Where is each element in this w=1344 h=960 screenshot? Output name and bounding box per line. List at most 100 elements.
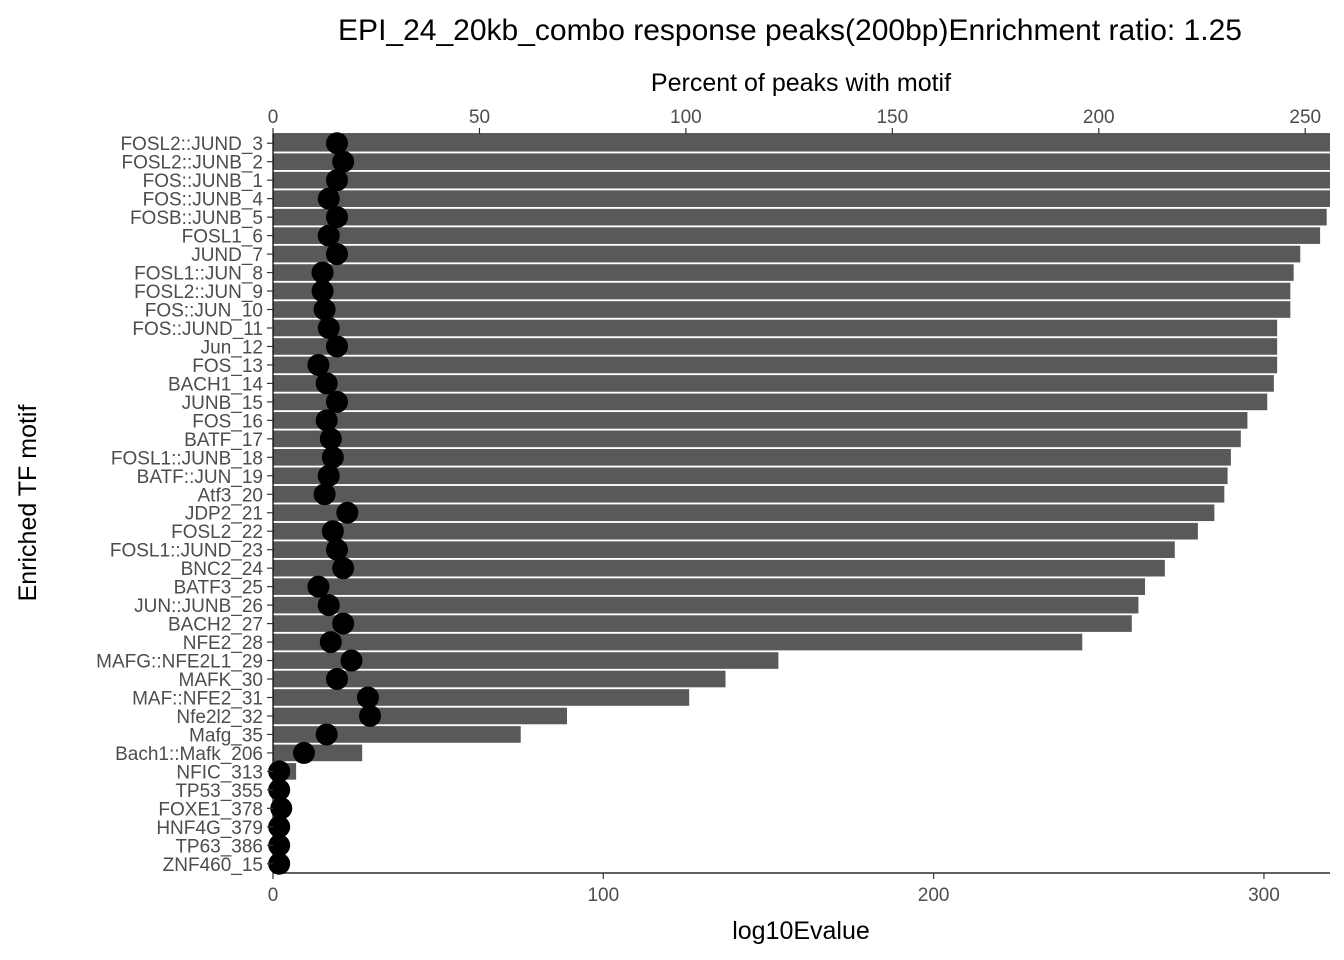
data-point bbox=[325, 243, 348, 266]
bar bbox=[273, 264, 1294, 281]
data-point bbox=[315, 409, 338, 432]
y-tick-label: FOS_13 bbox=[192, 356, 263, 377]
y-tick-label: TP53_355 bbox=[175, 781, 263, 802]
y-tick-label: ZNF460_15 bbox=[163, 855, 263, 876]
data-point bbox=[315, 723, 338, 746]
data-point bbox=[336, 501, 359, 524]
data-point bbox=[307, 353, 330, 376]
data-point bbox=[292, 741, 315, 764]
bar bbox=[273, 615, 1132, 632]
data-point bbox=[332, 612, 355, 635]
bar bbox=[273, 153, 1330, 171]
bar bbox=[273, 393, 1268, 411]
y-tick-label: MAFG::NFE2L1_29 bbox=[96, 652, 263, 673]
bar bbox=[273, 375, 1274, 392]
bottom-axis-title: log10Evalue bbox=[732, 917, 870, 945]
y-tick-label: MAFK_30 bbox=[179, 670, 263, 691]
x2-tick-label: 150 bbox=[876, 107, 908, 128]
y-tick-label: FOSL2::JUNB_2 bbox=[122, 153, 264, 174]
y-tick-label: MAF::NFE2_31 bbox=[132, 688, 263, 709]
y-tick-label: FOSL1_6 bbox=[182, 227, 263, 248]
y-tick-label: FOS::JUND_11 bbox=[132, 319, 263, 340]
data-point bbox=[268, 834, 291, 857]
y-tick-label: JDP2_21 bbox=[185, 504, 263, 525]
y-tick-label: BACH1_14 bbox=[168, 374, 263, 395]
y-tick-label: BACH2_27 bbox=[168, 615, 263, 636]
data-point bbox=[332, 150, 355, 173]
data-point bbox=[340, 649, 363, 672]
bar bbox=[273, 245, 1301, 263]
data-point bbox=[325, 335, 348, 358]
y-tick-label: FOSL1::JUN_8 bbox=[134, 264, 263, 285]
x2-tick-label: 50 bbox=[469, 107, 490, 128]
y-tick-label: FOSL1::JUNB_18 bbox=[111, 448, 263, 469]
y-tick-label: Nfe2l2_32 bbox=[176, 707, 263, 728]
data-point bbox=[313, 298, 336, 321]
x2-tick-label: 0 bbox=[268, 107, 279, 128]
data-point bbox=[332, 557, 355, 580]
y-tick-label: FOS::JUNB_4 bbox=[143, 190, 264, 211]
bar bbox=[273, 707, 567, 725]
x2-tick-label: 200 bbox=[1083, 107, 1115, 128]
data-point bbox=[359, 704, 382, 727]
y-tick-label: FOXE1_378 bbox=[158, 799, 263, 820]
y-tick-label: FOS_16 bbox=[192, 411, 263, 432]
y-tick-label: FOSB::JUNB_5 bbox=[130, 208, 263, 229]
x-tick-label: 100 bbox=[587, 885, 619, 906]
data-point bbox=[325, 206, 348, 229]
y-tick-label: NFE2_28 bbox=[183, 633, 263, 654]
data-point bbox=[321, 446, 344, 469]
bar bbox=[273, 227, 1321, 244]
y-tick-label: JUN::JUNB_26 bbox=[134, 596, 263, 617]
data-point bbox=[315, 372, 338, 395]
y-tick-label: Mafg_35 bbox=[189, 725, 263, 746]
bar bbox=[273, 744, 363, 762]
bar bbox=[273, 559, 1165, 577]
bar bbox=[273, 689, 690, 706]
data-point bbox=[319, 631, 342, 654]
data-point bbox=[268, 778, 291, 801]
y-tick-label: Jun_12 bbox=[201, 337, 263, 358]
bar bbox=[273, 467, 1228, 485]
bar bbox=[273, 522, 1198, 540]
data-point bbox=[268, 815, 291, 838]
bar bbox=[273, 319, 1278, 337]
y-tick-label: JUNB_15 bbox=[182, 393, 263, 414]
x-tick-label: 0 bbox=[268, 885, 279, 906]
data-point bbox=[270, 797, 293, 820]
bar bbox=[273, 633, 1083, 651]
y-tick-label: HNF4G_379 bbox=[156, 818, 263, 839]
y-tick-label: Bach1::Mafk_206 bbox=[115, 744, 263, 765]
y-tick-label: BNC2_24 bbox=[181, 559, 264, 580]
y-tick-label: FOSL2::JUN_9 bbox=[134, 282, 263, 303]
data-point bbox=[317, 224, 340, 247]
bar bbox=[273, 504, 1215, 522]
x-tick-label: 200 bbox=[918, 885, 950, 906]
bar bbox=[273, 301, 1291, 318]
data-point bbox=[317, 316, 340, 339]
top-axis-title: Percent of peaks with motif bbox=[651, 69, 951, 97]
x2-tick-label: 100 bbox=[670, 107, 702, 128]
data-point bbox=[319, 427, 342, 450]
y-axis-title: Enriched TF motif bbox=[14, 405, 42, 602]
x-tick-label: 300 bbox=[1248, 885, 1280, 906]
y-tick-label: NFIC_313 bbox=[176, 762, 263, 783]
data-point bbox=[325, 668, 348, 691]
bar bbox=[273, 338, 1278, 355]
bar bbox=[273, 578, 1146, 595]
data-point bbox=[325, 132, 348, 155]
y-tick-label: BATF3_25 bbox=[174, 578, 263, 599]
y-tick-label: FOSL2_22 bbox=[171, 522, 263, 543]
data-point bbox=[325, 169, 348, 192]
y-tick-label: BATF::JUN_19 bbox=[137, 467, 263, 488]
bar bbox=[273, 134, 1330, 152]
data-point bbox=[325, 538, 348, 561]
data-point bbox=[317, 594, 340, 617]
bar bbox=[273, 596, 1139, 614]
y-tick-label: FOSL2::JUND_3 bbox=[120, 134, 263, 155]
x2-tick-label: 250 bbox=[1289, 107, 1321, 128]
y-tick-label: FOS::JUN_10 bbox=[145, 301, 263, 322]
bar bbox=[273, 726, 521, 743]
data-point bbox=[311, 261, 334, 284]
